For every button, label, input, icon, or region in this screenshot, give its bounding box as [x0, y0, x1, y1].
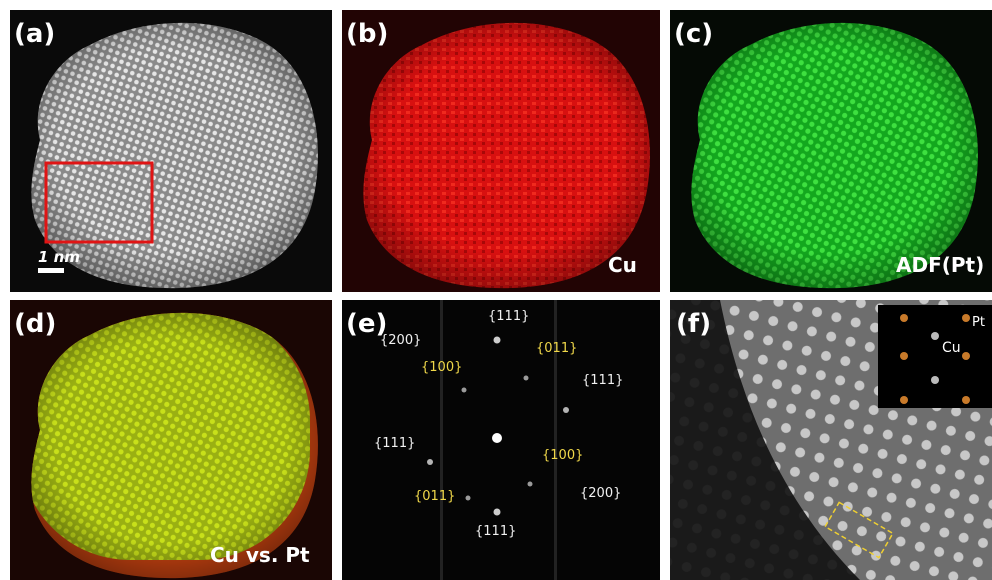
fft-spot — [563, 407, 569, 413]
fft-spot — [462, 388, 467, 393]
fft-spot — [524, 376, 529, 381]
panel-label: (f) — [676, 309, 711, 339]
fft-spot — [528, 482, 533, 487]
spot-label: {111} — [582, 373, 623, 388]
panel-label: (b) — [346, 19, 388, 49]
panel-c: ADF(Pt) (c) — [670, 10, 992, 292]
panel-label: (d) — [14, 309, 56, 339]
panel-e: {111} {200} {100} {011} {111} {111} {100… — [342, 300, 660, 580]
spot-label: {100} — [542, 448, 583, 463]
caption: ADF(Pt) — [896, 253, 984, 277]
spot-label: {200} — [580, 486, 621, 501]
fft-spot — [466, 496, 471, 501]
inset-label: Pt — [972, 315, 985, 330]
fft-spot — [494, 337, 501, 344]
panel-d: Cu vs. Pt (d) — [10, 300, 332, 580]
spot-label: {111} — [475, 524, 516, 539]
panel-b: Cu (b) — [342, 10, 664, 292]
spot-label: {111} — [374, 436, 415, 451]
panel-f: Cu Pt (f) — [670, 300, 992, 580]
spot-label: {100} — [421, 360, 462, 375]
scale-label: 1 nm — [38, 248, 80, 266]
panel-label: (a) — [14, 19, 55, 49]
spot-label: {011} — [536, 341, 577, 356]
fft-spot — [427, 459, 433, 465]
caption: Cu vs. Pt — [210, 543, 310, 567]
panel-label: (c) — [674, 19, 713, 49]
inset-label: Cu — [942, 340, 961, 356]
fft-spot — [494, 509, 501, 516]
scale-bar — [38, 268, 64, 273]
panel-label: (e) — [346, 309, 387, 339]
spot-label: {011} — [414, 489, 455, 504]
caption: Cu — [608, 253, 637, 277]
fft-spot — [492, 433, 502, 443]
spot-label: {111} — [488, 309, 529, 324]
figure: 1 nm (a) Cu (b) ADF(Pt) (c) Cu vs. Pt (d… — [0, 0, 992, 580]
panel-a: 1 nm (a) — [10, 10, 332, 292]
